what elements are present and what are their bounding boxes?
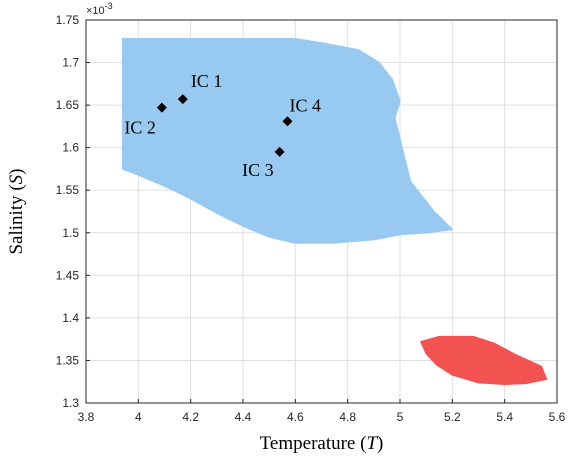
y-tick-label: 1.75 [56, 13, 80, 27]
x-axis-label: Temperature (T) [260, 433, 384, 454]
ticks: 3.8 4 4.2 4.4 4.6 4.8 5 5.2 5.4 5.6 1.3 1.35 1.4 1.45… [56, 13, 566, 424]
initial-condition-points: IC 1 IC 2 IC 3 IC 4 [124, 71, 321, 180]
x-tick-label: 4.2 [182, 410, 199, 424]
blue-trajectory-region [121, 37, 454, 244]
y-tick-label: 1.7 [62, 56, 79, 70]
y-tick-label: 1.55 [56, 183, 80, 197]
x-tick-label: 4.4 [235, 410, 252, 424]
x-tick-label: 5.4 [496, 410, 513, 424]
ic-point-label: IC 1 [191, 71, 223, 91]
ic-point-marker [274, 146, 285, 157]
ic-point-marker [156, 102, 167, 113]
y-tick-label: 1.6 [62, 141, 79, 155]
data-regions [121, 37, 548, 386]
ic-point-label: IC 4 [289, 95, 321, 115]
x-tick-label: 3.8 [78, 410, 95, 424]
x-tick-label: 4.6 [287, 410, 304, 424]
y-tick-label: 1.45 [56, 268, 80, 282]
y-tick-label: 1.5 [62, 226, 79, 240]
y-tick-label: 1.35 [56, 353, 80, 367]
y-tick-label: 1.4 [62, 311, 79, 325]
axes-box [85, 19, 558, 404]
ic-point-label: IC 3 [242, 160, 274, 180]
x-tick-label: 4.8 [339, 410, 356, 424]
y-tick-label: 1.65 [56, 98, 80, 112]
ic-point-marker [177, 94, 188, 105]
x-tick-label: 4 [135, 410, 142, 424]
red-trajectory-region [420, 335, 548, 386]
x-tick-label: 5 [397, 410, 404, 424]
x-tick-label: 5.2 [444, 410, 461, 424]
ic-point-marker [282, 116, 293, 127]
y-axis-multiplier: ×10-3 [86, 1, 113, 17]
y-tick-label: 1.3 [62, 396, 79, 410]
y-axis-label: Salinity (S) [6, 168, 27, 254]
x-tick-label: 5.6 [549, 410, 566, 424]
ic-point-label: IC 2 [124, 118, 156, 138]
